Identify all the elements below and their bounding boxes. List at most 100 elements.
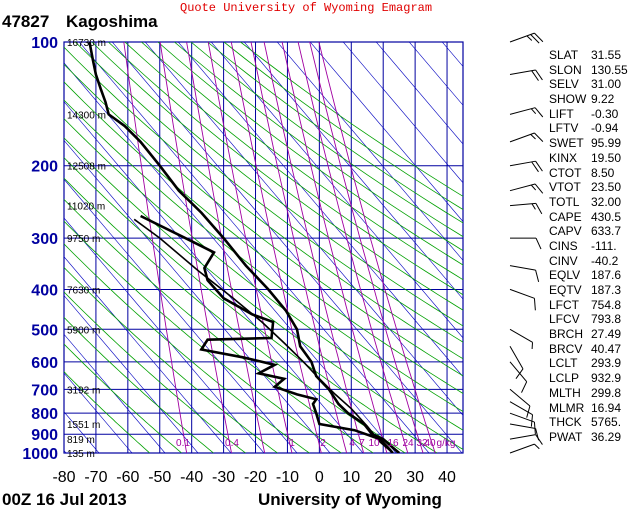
dry-adiabat-line: [108, 42, 463, 311]
index-label: KINX: [549, 150, 578, 165]
height-label: 14300 m: [67, 110, 106, 121]
index-label: THCK: [549, 415, 582, 430]
barb-full-flag: [534, 107, 544, 118]
index-label: LIFT: [549, 106, 574, 121]
index-value: -0.30: [591, 106, 619, 121]
wind-barb: [509, 401, 534, 427]
dry-adiabat-line: [64, 266, 278, 453]
temperature-tick-label: 30: [406, 469, 424, 486]
barb-staff: [509, 443, 535, 454]
temperature-tick-label: 20: [374, 469, 392, 486]
index-value: 31.00: [591, 77, 622, 92]
index-label: SHOW: [549, 92, 587, 107]
dry-adiabat-line: [64, 220, 342, 453]
wind-barb: [509, 132, 544, 143]
mixing-ratio-label: 0.4: [225, 438, 239, 449]
dry-adiabat-line: [91, 42, 463, 327]
dry-adiabat-line: [190, 42, 463, 238]
dry-adiabat-line: [64, 63, 463, 377]
wind-barb: [509, 202, 543, 215]
wind-barb: [509, 288, 536, 311]
index-row-selv: SELV 31.00: [549, 77, 635, 92]
barb-full-flag: [535, 203, 543, 215]
dry-adiabat-line: [64, 137, 463, 450]
skew-reference-line: [342, 42, 463, 184]
index-row-slon: SLON 130.55: [549, 63, 635, 78]
index-value: 187.6: [591, 268, 622, 283]
dry-adiabat-line: [64, 243, 310, 453]
index-row-cape: CAPE 430.5: [549, 210, 635, 225]
barb-full-flag: [535, 160, 543, 172]
wind-barb: [509, 160, 543, 173]
index-label: CINV: [549, 253, 578, 268]
skew-reference-line: [64, 62, 397, 453]
barb-staff: [509, 412, 535, 423]
index-label: CINS: [549, 238, 578, 253]
barb-full-flag: [535, 69, 543, 81]
mixing-ratio-label: 10: [368, 438, 380, 449]
wind-barb: [509, 183, 544, 194]
barb-staff: [509, 434, 536, 440]
skew-reference-line: [210, 42, 463, 339]
index-row-vtot: VTOT 23.50: [549, 180, 635, 195]
barb-full-flag: [535, 269, 540, 282]
mixing-ratio-line: [281, 42, 388, 453]
index-row-brch: BRCH 27.49: [549, 327, 635, 342]
index-label: LFCV: [549, 312, 580, 327]
barb-full-flag: [533, 298, 536, 311]
index-row-eqtv: EQTV 187.3: [549, 283, 635, 298]
height-label: 3192 m: [67, 385, 100, 396]
index-row-mlth: MLTH 299.8: [549, 386, 635, 401]
pressure-tick-label: 900: [31, 427, 58, 444]
skew-reference-line: [243, 42, 463, 300]
index-label: SLAT: [549, 48, 579, 62]
barb-half-flag: [531, 342, 534, 350]
index-label: MLTH: [549, 385, 581, 400]
dry-adiabat-line: [64, 316, 214, 453]
mixing-ratio-line: [297, 42, 409, 453]
height-label: 11020 m: [67, 202, 105, 213]
mixing-ratio-label: 16: [387, 438, 399, 449]
index-value: 5765.: [591, 415, 622, 430]
wind-barb: [509, 361, 528, 393]
index-row-lftv: LFTV -0.94: [549, 121, 635, 136]
barb-staff: [509, 202, 536, 207]
mixing-ratio-line: [230, 42, 322, 453]
index-label: TOTL: [549, 194, 580, 209]
observation-time: 00Z 16 Jul 2013: [2, 490, 127, 509]
mixing-ratio-line: [159, 42, 232, 453]
mixing-ratio-label: 32: [416, 438, 428, 449]
index-value: 31.55: [591, 48, 622, 62]
mixing-ratio-line: [186, 42, 266, 453]
index-row-slat: SLAT 31.55: [549, 48, 635, 63]
index-value: 8.50: [591, 165, 615, 180]
dry-adiabat-line: [75, 42, 463, 343]
temperature-tick-label: -30: [212, 469, 235, 486]
index-value: 16.94: [591, 400, 622, 415]
pressure-tick-label: 1000: [22, 446, 58, 463]
dry-adiabat-line: [223, 42, 463, 210]
skew-reference-line: [441, 42, 463, 67]
index-value: 293.9: [591, 356, 622, 371]
index-row-ctot: CTOT 8.50: [549, 166, 635, 181]
barb-half-flag: [530, 108, 537, 115]
background-curves: [0, 0, 463, 453]
index-label: BRCH: [549, 327, 584, 342]
dry-adiabat-line: [64, 198, 374, 453]
index-value: 633.7: [591, 224, 622, 239]
dry-adiabat-line: [64, 46, 463, 360]
index-row-kinx: KINX 19.50: [549, 151, 635, 166]
index-row-pwat: PWAT 36.29: [549, 430, 635, 445]
index-value: 27.49: [591, 327, 622, 342]
banner-title: Quote University of Wyoming Emagram: [180, 1, 433, 15]
index-label: BRCV: [549, 341, 583, 356]
organization-label: University of Wyoming: [258, 490, 442, 509]
mixing-ratio-line: [263, 42, 365, 453]
index-value: 430.5: [591, 209, 622, 224]
wind-barb: [509, 388, 531, 418]
skew-reference-line: [0, 0, 33, 453]
profile-layer: [88, 42, 401, 453]
index-value: 793.8: [591, 312, 622, 327]
index-row-lclt: LCLT 293.9: [549, 356, 635, 371]
